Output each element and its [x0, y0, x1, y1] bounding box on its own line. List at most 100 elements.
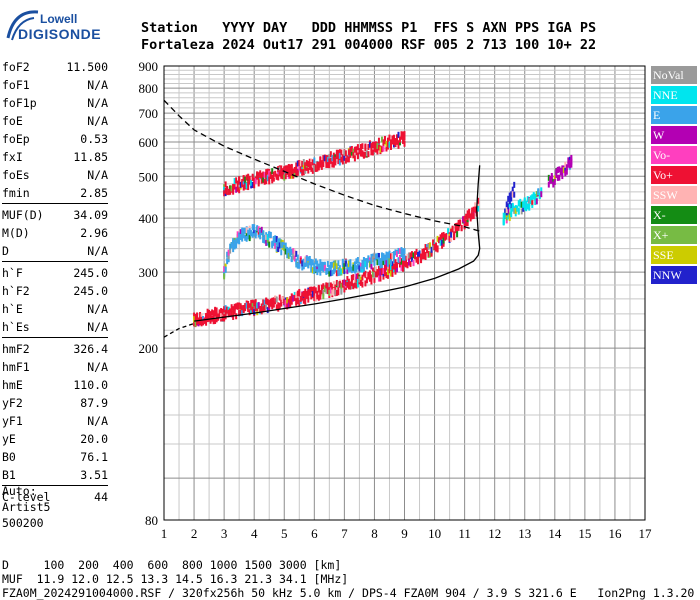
echo-point — [401, 265, 404, 272]
legend-item: X- — [651, 206, 697, 224]
echo-point — [235, 238, 238, 245]
echo-point — [519, 201, 522, 208]
echo-point — [371, 267, 374, 274]
echo-point — [451, 225, 454, 232]
echo-point — [224, 187, 227, 194]
param-row: foEp 0.53 — [2, 130, 108, 148]
echo-point — [441, 239, 444, 246]
echo-point — [350, 145, 353, 152]
echo-point — [251, 231, 254, 238]
echo-point — [322, 261, 325, 268]
auto-line2: Artist5 — [2, 500, 51, 514]
echo-point — [290, 293, 293, 300]
echo-point — [343, 154, 346, 161]
echo-point — [382, 254, 385, 261]
echo-point — [248, 303, 251, 310]
echo-point — [540, 187, 543, 194]
echo-point — [242, 227, 245, 234]
echo-point — [313, 165, 316, 172]
echo-point — [232, 240, 235, 247]
echo-point — [362, 256, 365, 263]
echo-point — [553, 175, 556, 182]
echo-point — [341, 260, 344, 267]
echo-point — [535, 191, 538, 198]
echo-point — [304, 256, 307, 263]
echo-point — [254, 299, 257, 306]
echo-point — [304, 293, 307, 300]
echo-point — [299, 160, 302, 167]
echo-point — [398, 248, 401, 255]
echo-point — [385, 260, 388, 267]
echo-point — [441, 232, 444, 239]
echo-point — [250, 230, 253, 237]
echo-point — [388, 258, 391, 265]
echo-point — [331, 155, 334, 162]
legend-item: Vo+ — [651, 166, 697, 184]
echo-point — [441, 242, 444, 249]
echo-point — [314, 258, 317, 265]
echo-point — [215, 312, 218, 319]
echo-point — [278, 302, 281, 309]
echo-point — [433, 243, 436, 250]
echo-point — [236, 185, 239, 192]
param-row: yE 20.0 — [2, 430, 108, 448]
x-tick-label: 7 — [341, 526, 348, 541]
param-row: C-level 44 — [2, 488, 108, 506]
param-value: 245.0 — [73, 266, 108, 280]
echo-point — [462, 216, 465, 223]
echo-point — [466, 214, 469, 221]
echo-point — [401, 260, 404, 267]
echo-point — [397, 142, 400, 149]
echo-point — [202, 319, 205, 326]
echo-point — [373, 259, 376, 266]
y-tick-label: 500 — [139, 169, 159, 184]
echo-point — [326, 260, 329, 267]
echo-point — [224, 305, 227, 312]
echo-point — [448, 235, 451, 242]
echo-point — [361, 263, 364, 270]
echo-point — [226, 251, 229, 258]
chart-marks — [163, 99, 573, 338]
echo-point — [305, 255, 308, 262]
echo-point — [328, 289, 331, 296]
echo-point — [356, 281, 359, 288]
echo-point — [359, 143, 362, 150]
echo-point — [457, 221, 460, 228]
echo-point — [272, 171, 275, 178]
echo-point — [233, 183, 236, 190]
x-tick-label: 6 — [311, 526, 318, 541]
echo-point — [504, 208, 507, 215]
echo-point — [314, 265, 317, 272]
echo-point — [472, 213, 475, 220]
echo-point — [307, 290, 310, 297]
echo-point — [337, 151, 340, 158]
echo-point — [317, 286, 320, 293]
echo-point — [235, 313, 238, 320]
echo-point — [194, 320, 197, 327]
echo-point — [278, 294, 281, 301]
echo-point — [245, 231, 248, 238]
echo-point — [299, 257, 302, 264]
echo-point — [370, 274, 373, 281]
echo-point — [311, 267, 314, 274]
echo-point — [286, 252, 289, 259]
echo-point — [394, 140, 397, 147]
echo-point — [502, 212, 505, 219]
param-row: foF1 N/A — [2, 76, 108, 94]
echo-point — [371, 256, 374, 263]
echo-point — [340, 283, 343, 290]
echo-point — [295, 162, 298, 169]
echo-point — [371, 149, 374, 156]
echo-point — [332, 268, 335, 275]
param-row: yF1 N/A — [2, 412, 108, 430]
echo-point — [368, 270, 371, 277]
echo-point — [223, 306, 226, 313]
param-row: hmF1 N/A — [2, 358, 108, 376]
echo-point — [474, 206, 477, 213]
echo-point — [555, 168, 558, 175]
echo-point — [241, 235, 244, 242]
echo-point — [349, 259, 352, 266]
echo-point — [193, 320, 196, 327]
echo-point — [224, 266, 227, 273]
echo-point — [242, 175, 245, 182]
